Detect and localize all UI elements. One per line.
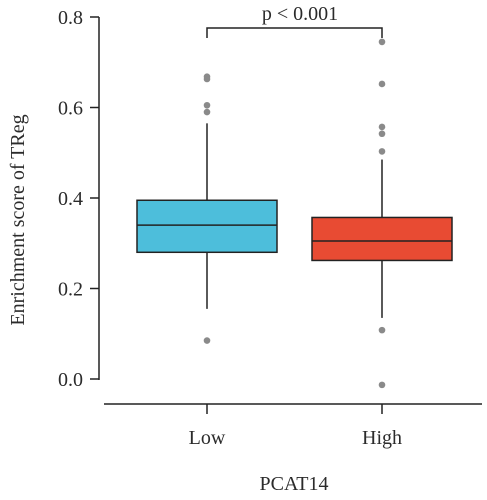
outlier-point-low — [203, 108, 211, 116]
outlier-point-high — [378, 123, 386, 131]
x-axis-title: PCAT14 — [260, 473, 329, 495]
significance-bracket — [206, 27, 383, 38]
box-low — [136, 199, 278, 254]
outlier-point-high — [378, 80, 386, 88]
x-category-label-high: High — [362, 427, 402, 449]
y-tick-label: 0.8 — [58, 7, 83, 29]
outlier-point-high — [378, 130, 386, 138]
y-tick-label: 0.6 — [58, 98, 83, 120]
y-tick-label: 0.0 — [58, 369, 83, 391]
y-tick-label: 0.4 — [58, 188, 83, 210]
y-tick-label: 0.2 — [58, 279, 83, 301]
y-ticks: 0.0 0.2 0.4 0.6 0.8 — [58, 7, 99, 391]
outlier-point-high — [378, 38, 386, 46]
outlier-point-high — [378, 326, 386, 334]
outlier-point-low — [203, 75, 211, 83]
p-value-annotation: p < 0.001 — [262, 3, 338, 25]
outlier-point-low — [203, 337, 211, 344]
x-category-label-low: Low — [189, 427, 226, 449]
outlier-point-low — [203, 101, 211, 109]
y-axis-title: Enrichment score of TReg — [7, 114, 29, 325]
box-high — [311, 216, 453, 262]
outlier-point-high — [378, 148, 386, 155]
boxes-group — [136, 38, 453, 389]
outlier-point-high — [378, 381, 386, 389]
